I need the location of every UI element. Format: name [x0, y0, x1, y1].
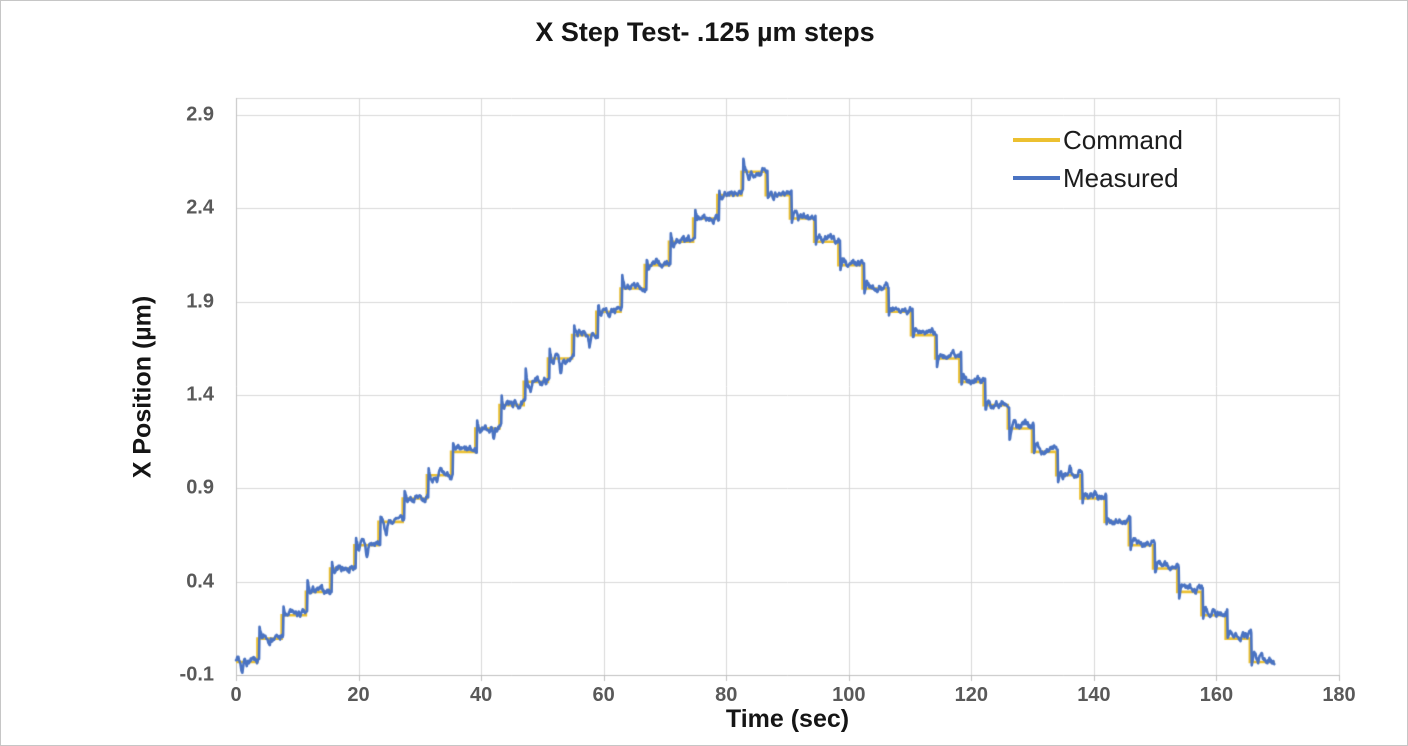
x-tick-label: 100 — [832, 684, 866, 706]
legend-label-measured: Measured — [1063, 163, 1179, 193]
x-tick-label: 60 — [592, 684, 615, 706]
legend: Command Measured — [1013, 124, 1183, 194]
x-tick-label: 120 — [954, 684, 989, 706]
x-tick-label: 0 — [230, 684, 242, 706]
x-tick-label: 40 — [469, 684, 493, 706]
x-axis-title: Time (sec) — [725, 705, 850, 733]
x-tick-label: 160 — [1199, 684, 1234, 706]
y-tick-label: 0.9 — [186, 476, 214, 499]
x-tick-label: 80 — [715, 684, 738, 706]
y-tick-label: 0.4 — [186, 570, 214, 593]
command-line-swatch-icon — [1013, 138, 1060, 142]
x-tick-label: 180 — [1322, 684, 1356, 706]
y-tick-label: 1.9 — [186, 290, 214, 313]
x-tick-label: 20 — [347, 684, 370, 706]
y-tick-label: 2.9 — [186, 103, 214, 126]
y-tick-label: -0.1 — [179, 663, 214, 686]
measured-line-swatch-icon — [1013, 176, 1060, 180]
x-tick-label: 140 — [1077, 684, 1111, 706]
y-tick-label: 2.4 — [186, 196, 214, 219]
legend-item-command: Command — [1013, 124, 1183, 156]
legend-item-measured: Measured — [1013, 162, 1183, 194]
y-tick-label: 1.4 — [186, 383, 214, 406]
chart-title: X Step Test- .125 µm steps — [535, 17, 875, 47]
legend-label-command: Command — [1063, 125, 1183, 155]
